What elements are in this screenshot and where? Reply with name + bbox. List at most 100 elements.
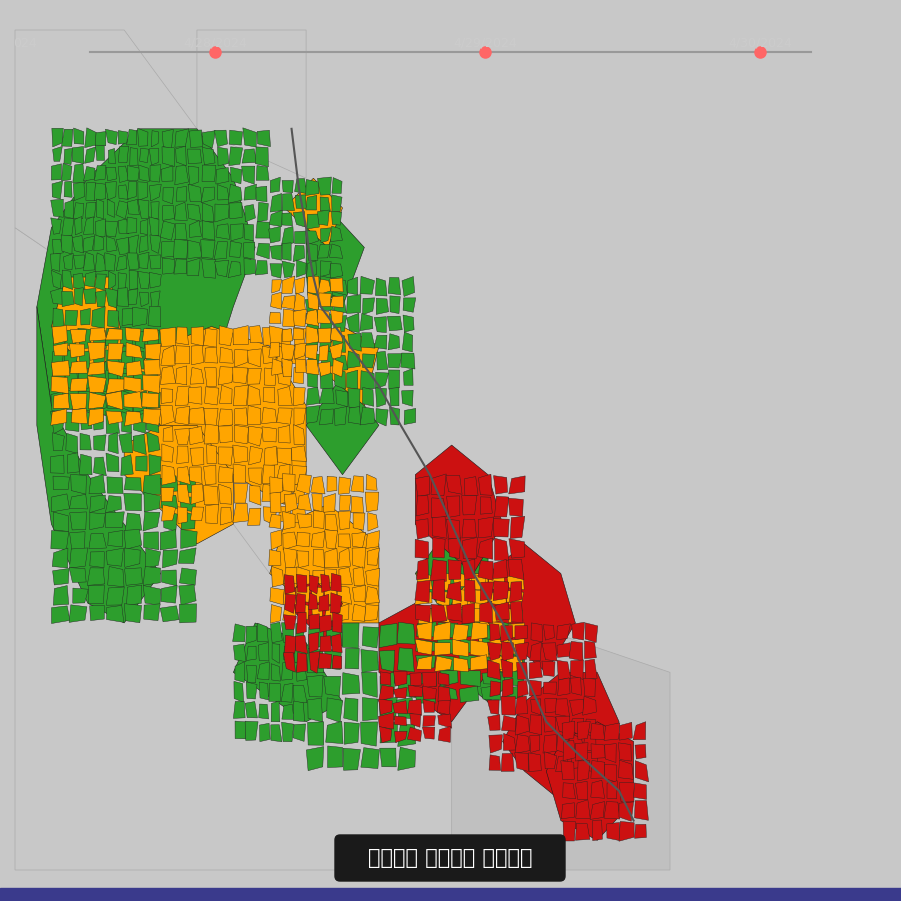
Polygon shape xyxy=(306,278,321,296)
Polygon shape xyxy=(317,210,329,225)
Polygon shape xyxy=(292,446,306,461)
Polygon shape xyxy=(118,219,129,233)
Polygon shape xyxy=(87,568,105,586)
Polygon shape xyxy=(150,185,161,201)
Polygon shape xyxy=(256,166,269,180)
Polygon shape xyxy=(462,519,477,538)
Polygon shape xyxy=(472,608,487,622)
Polygon shape xyxy=(197,30,306,178)
Polygon shape xyxy=(285,594,296,614)
Polygon shape xyxy=(453,658,469,672)
Polygon shape xyxy=(325,514,338,532)
Polygon shape xyxy=(61,218,74,236)
Polygon shape xyxy=(514,642,528,660)
Polygon shape xyxy=(470,640,488,657)
Polygon shape xyxy=(257,243,269,259)
Polygon shape xyxy=(69,532,85,550)
Polygon shape xyxy=(404,408,415,424)
Polygon shape xyxy=(452,624,469,641)
Polygon shape xyxy=(69,344,85,358)
Polygon shape xyxy=(502,715,516,731)
Polygon shape xyxy=(143,409,161,425)
Polygon shape xyxy=(107,199,114,217)
Polygon shape xyxy=(556,716,570,734)
Polygon shape xyxy=(65,200,74,219)
Polygon shape xyxy=(150,202,159,219)
Polygon shape xyxy=(244,205,255,222)
Polygon shape xyxy=(277,408,292,424)
Polygon shape xyxy=(126,585,141,605)
Polygon shape xyxy=(220,386,232,404)
Polygon shape xyxy=(530,680,542,696)
Polygon shape xyxy=(262,427,277,442)
Polygon shape xyxy=(95,391,106,411)
Polygon shape xyxy=(285,574,342,642)
Polygon shape xyxy=(90,551,105,568)
Polygon shape xyxy=(283,587,296,605)
Polygon shape xyxy=(591,760,605,778)
Polygon shape xyxy=(143,475,161,495)
Polygon shape xyxy=(126,360,142,376)
Polygon shape xyxy=(324,569,337,583)
Polygon shape xyxy=(106,236,117,252)
Polygon shape xyxy=(51,605,70,623)
Polygon shape xyxy=(570,678,581,696)
Polygon shape xyxy=(216,223,230,240)
Polygon shape xyxy=(378,713,394,729)
Polygon shape xyxy=(146,370,159,389)
Polygon shape xyxy=(107,477,123,494)
Polygon shape xyxy=(175,429,190,444)
Polygon shape xyxy=(284,614,296,630)
Polygon shape xyxy=(397,675,414,697)
Polygon shape xyxy=(332,655,341,669)
Polygon shape xyxy=(570,751,584,769)
Text: హీట్ వెవ్ సూచన: హీట్ వెవ్ సూచన xyxy=(368,848,532,868)
Polygon shape xyxy=(285,635,296,654)
Polygon shape xyxy=(232,623,245,642)
Polygon shape xyxy=(37,306,160,623)
Polygon shape xyxy=(174,239,188,259)
Polygon shape xyxy=(140,235,148,252)
Polygon shape xyxy=(360,277,375,295)
Polygon shape xyxy=(585,719,596,734)
Polygon shape xyxy=(161,241,175,258)
Polygon shape xyxy=(410,714,421,727)
Polygon shape xyxy=(80,412,92,430)
Polygon shape xyxy=(482,672,501,685)
Polygon shape xyxy=(339,511,350,530)
Polygon shape xyxy=(282,359,292,377)
Polygon shape xyxy=(480,582,494,601)
Polygon shape xyxy=(261,407,277,423)
Polygon shape xyxy=(127,166,140,181)
Polygon shape xyxy=(92,306,105,329)
Polygon shape xyxy=(432,579,445,602)
Polygon shape xyxy=(138,128,148,146)
Polygon shape xyxy=(229,203,242,219)
Polygon shape xyxy=(94,183,105,201)
Polygon shape xyxy=(362,697,378,721)
Polygon shape xyxy=(347,370,358,389)
Polygon shape xyxy=(350,476,364,492)
Polygon shape xyxy=(214,241,227,259)
Polygon shape xyxy=(293,484,305,504)
Polygon shape xyxy=(160,405,175,425)
Polygon shape xyxy=(338,548,350,568)
Polygon shape xyxy=(293,642,306,663)
Polygon shape xyxy=(214,204,229,222)
Polygon shape xyxy=(531,623,542,642)
Polygon shape xyxy=(478,474,492,496)
Polygon shape xyxy=(94,435,106,450)
Polygon shape xyxy=(161,166,173,181)
Polygon shape xyxy=(296,475,312,494)
Polygon shape xyxy=(192,345,204,365)
Polygon shape xyxy=(270,492,281,513)
Polygon shape xyxy=(447,604,462,622)
Polygon shape xyxy=(292,466,307,485)
Polygon shape xyxy=(323,677,341,696)
Polygon shape xyxy=(85,203,96,218)
Polygon shape xyxy=(124,568,142,586)
Polygon shape xyxy=(234,681,243,703)
Polygon shape xyxy=(271,359,282,376)
Polygon shape xyxy=(51,270,61,289)
Polygon shape xyxy=(269,210,282,226)
